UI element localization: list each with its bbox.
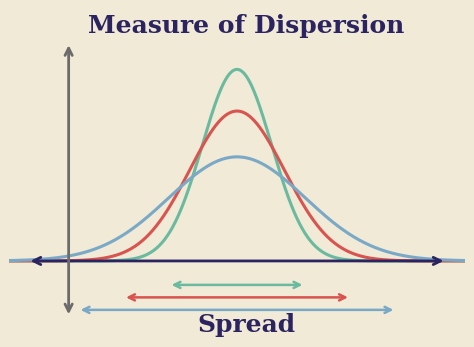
Text: Measure of Dispersion: Measure of Dispersion <box>88 14 404 37</box>
Text: Spread: Spread <box>197 313 295 337</box>
